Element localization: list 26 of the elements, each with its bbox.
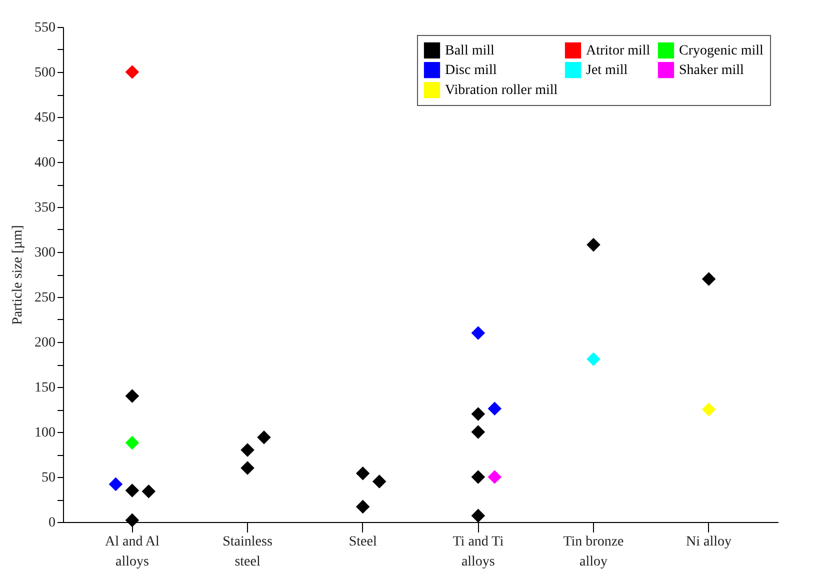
y-tick-label: 50 [42, 470, 56, 486]
legend-label: Atritor mill [586, 43, 650, 58]
legend-label: Jet mill [586, 63, 628, 78]
y-axis-title: Particle size [µm] [10, 225, 26, 325]
x-tick-label: Al and Al alloys [104, 534, 160, 570]
y-tick-label: 200 [34, 336, 56, 350]
y-tick-label: 350 [34, 200, 56, 216]
legend-label: Cryogenic mill [679, 43, 764, 58]
legend-label: Vibration roller mill [445, 83, 558, 98]
y-tick-label: 0 [48, 516, 56, 530]
y-tick-label: 550 [34, 20, 56, 36]
y-tick-label: 150 [34, 380, 56, 396]
legend-label: Ball mill [445, 43, 494, 58]
y-tick-label: 300 [34, 246, 56, 260]
y-tick-label: 250 [34, 290, 56, 306]
legend-label: Disc mill [445, 63, 497, 78]
x-tick-label: Ni alloy [686, 534, 732, 550]
x-tick-label: Stainless steel [222, 534, 272, 570]
y-tick-label: 100 [34, 426, 56, 440]
x-tick-label: Steel [348, 534, 377, 550]
legend-label: Shaker mill [679, 63, 744, 78]
y-tick-label: 450 [34, 110, 56, 126]
x-tick-label: Tin bronze alloy [563, 534, 624, 570]
x-tick-label: Ti and Ti alloys [452, 534, 504, 570]
y-tick-label: 400 [34, 156, 56, 170]
y-tick-label: 500 [34, 66, 56, 80]
